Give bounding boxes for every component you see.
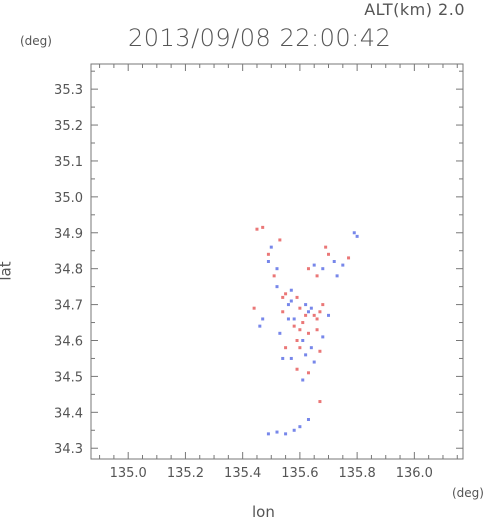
data-point (284, 292, 288, 296)
x-tick-label: 135.0 (110, 466, 147, 481)
data-point (266, 252, 270, 256)
data-point (255, 227, 259, 231)
data-point (261, 317, 265, 321)
data-point (289, 288, 293, 292)
y-unit-label: (deg) (20, 34, 52, 48)
data-points (252, 225, 359, 436)
y-tick-label: 34.8 (54, 263, 83, 278)
data-point (281, 295, 285, 299)
data-point (318, 400, 322, 404)
data-point (286, 303, 290, 307)
x-axis-label: lon (252, 503, 275, 521)
data-point (306, 371, 310, 375)
y-tick-label: 34.4 (54, 406, 83, 421)
data-point (312, 263, 316, 267)
y-tick-label: 35.0 (54, 191, 83, 206)
data-point (321, 335, 325, 339)
y-tick-label: 35.3 (54, 83, 83, 98)
data-point (321, 267, 325, 271)
data-point (347, 256, 351, 260)
data-point (301, 378, 305, 382)
data-point (275, 285, 279, 289)
data-point (269, 245, 273, 249)
data-point (266, 432, 270, 436)
data-point (298, 306, 302, 310)
x-tick-label: 135.4 (224, 466, 261, 481)
data-point (295, 295, 299, 299)
data-point (275, 267, 279, 271)
data-point (306, 331, 310, 335)
data-point (318, 310, 322, 314)
data-point (306, 418, 310, 421)
x-unit-label: (deg) (452, 486, 484, 500)
data-point (309, 306, 313, 310)
data-point (292, 317, 296, 321)
data-point (298, 425, 302, 429)
data-point (281, 356, 285, 360)
y-axis-label: lat (0, 261, 15, 281)
chart-title: 2013/09/08 22:00:42 (128, 24, 392, 52)
data-point (304, 303, 308, 307)
y-tick-label: 34.6 (54, 335, 83, 350)
data-point (295, 339, 299, 342)
data-point (309, 346, 313, 350)
x-tick-label: 135.6 (281, 466, 318, 481)
data-point (355, 234, 359, 238)
data-point (318, 349, 322, 353)
data-point (278, 331, 282, 335)
data-point (324, 245, 328, 249)
data-point (341, 263, 345, 267)
data-point (292, 428, 296, 432)
data-point (298, 328, 302, 332)
data-point (298, 346, 302, 350)
data-point (327, 313, 331, 317)
data-point (335, 274, 339, 278)
y-tick-label: 35.2 (54, 119, 83, 134)
y-tick-label: 34.9 (54, 227, 83, 242)
x-tick-label: 136.0 (396, 466, 433, 481)
data-point (312, 313, 316, 317)
data-point (306, 267, 310, 271)
data-point (315, 328, 319, 332)
data-point (315, 274, 319, 278)
data-point (284, 432, 288, 436)
data-point (261, 225, 265, 229)
data-point (266, 260, 270, 263)
data-point (327, 252, 331, 256)
y-tick-label: 34.3 (54, 442, 83, 457)
x-tick-label: 135.8 (339, 466, 376, 481)
data-point (306, 310, 310, 314)
data-point (321, 303, 325, 307)
data-point (295, 367, 299, 371)
data-point (304, 353, 308, 357)
data-point (289, 299, 293, 303)
data-point (292, 324, 296, 328)
data-point (284, 346, 288, 350)
data-point (275, 430, 279, 434)
data-point (278, 238, 282, 242)
data-point (315, 317, 319, 321)
axis-ticks: 135.0 135.2 135.4 135.6 135.8 136.0 34.3 34.4 34… (54, 64, 463, 481)
y-tick-label: 35.1 (54, 155, 83, 170)
data-point (352, 231, 356, 235)
y-tick-label: 34.7 (54, 299, 83, 314)
data-point (272, 274, 276, 278)
data-point (301, 321, 305, 325)
data-point (289, 356, 293, 360)
x-tick-label: 135.2 (167, 466, 204, 481)
data-point (258, 324, 262, 328)
data-point (252, 306, 256, 310)
data-point (332, 260, 336, 263)
data-point (304, 313, 308, 317)
data-point (312, 360, 316, 364)
y-tick-label: 34.5 (54, 370, 83, 385)
plot-frame (90, 63, 464, 460)
data-point (301, 339, 305, 342)
data-point (281, 310, 285, 314)
data-point (286, 317, 290, 321)
altitude-label: ALT(km) 2.0 (364, 0, 465, 19)
